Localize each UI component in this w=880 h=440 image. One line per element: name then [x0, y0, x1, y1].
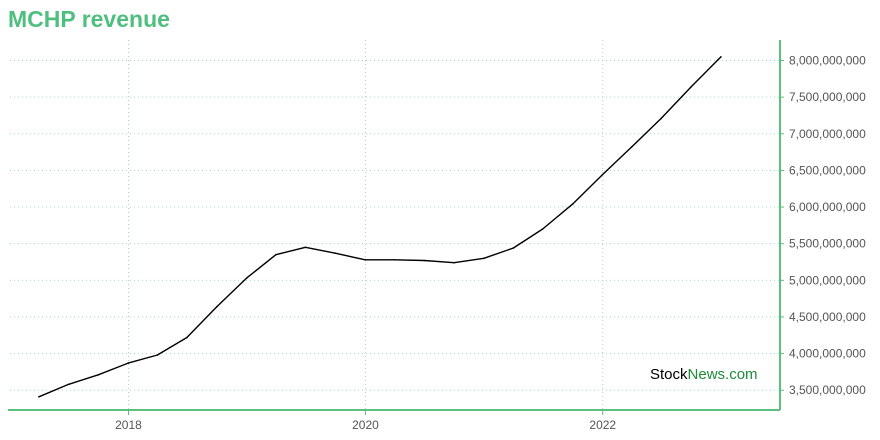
data-point	[97, 374, 100, 376]
data-point	[690, 86, 692, 88]
data-point	[127, 362, 129, 364]
watermark-news: News.com	[688, 366, 758, 383]
x-tick-label: 2020	[352, 418, 379, 432]
y-tick-label: 3,500,000,000	[789, 383, 866, 397]
data-point	[541, 228, 544, 230]
y-tick-label: 6,000,000,000	[789, 200, 866, 214]
y-tick-label: 4,500,000,000	[789, 310, 866, 324]
data-point	[334, 252, 337, 255]
data-point	[720, 56, 722, 58]
data-point	[364, 259, 366, 261]
y-tick-label: 8,000,000,000	[789, 54, 866, 68]
y-tick-label: 5,000,000,000	[789, 273, 866, 287]
y-tick-label: 7,000,000,000	[789, 127, 866, 141]
tick-labels: 3,500,000,000 4,000,000,000 4,500,000,000 5…	[115, 54, 866, 432]
data-point	[423, 259, 426, 262]
grid-lines	[10, 40, 780, 410]
data-point	[630, 146, 633, 148]
data-point	[393, 259, 396, 261]
data-point	[660, 117, 662, 120]
x-tick-label: 2018	[115, 418, 142, 432]
y-tick-label: 4,000,000,000	[789, 347, 866, 361]
revenue-line	[38, 56, 722, 398]
y-tick-label: 6,500,000,000	[789, 163, 866, 177]
data-point	[512, 247, 514, 249]
data-point	[38, 396, 40, 398]
axes	[8, 40, 784, 415]
y-tick-label: 5,500,000,000	[789, 237, 866, 251]
data-point	[304, 246, 307, 249]
data-point	[67, 383, 70, 386]
y-tick-label: 7,500,000,000	[789, 90, 866, 104]
data-point	[215, 305, 218, 308]
watermark-stock: Stock	[650, 366, 688, 383]
x-tick-label: 2022	[589, 418, 616, 432]
data-point	[245, 277, 248, 279]
data-point	[601, 174, 604, 176]
data-point	[275, 253, 277, 256]
data-point	[571, 203, 574, 205]
series-group	[38, 56, 722, 398]
chart-title: MCHP revenue	[8, 6, 170, 32]
data-point	[453, 261, 455, 264]
data-point	[156, 354, 159, 356]
data-point	[186, 336, 188, 339]
watermark: StockNews.com	[650, 366, 758, 383]
data-point	[483, 257, 485, 260]
